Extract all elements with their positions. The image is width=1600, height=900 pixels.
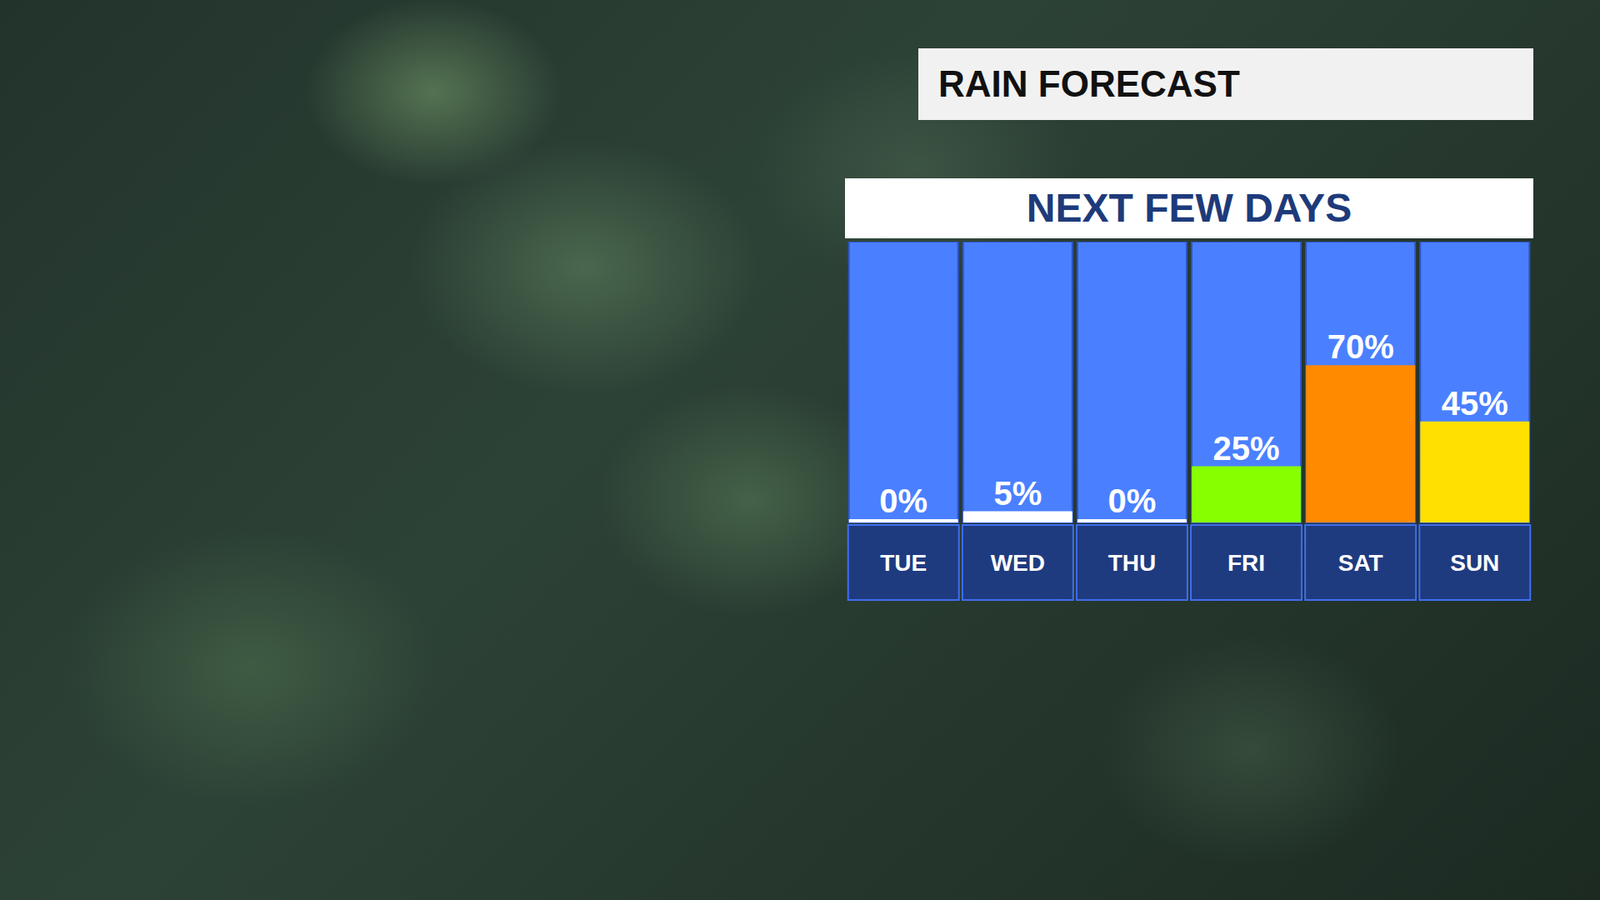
html-text:RAIN FORECAST: RAIN FORECAST xyxy=(938,63,1240,105)
svg-text:SUN: SUN xyxy=(1450,550,1500,576)
svg-text:FRI: FRI xyxy=(1227,550,1265,576)
svg-text:5%: 5% xyxy=(993,475,1042,512)
svg-text:THU: THU xyxy=(1108,550,1157,576)
svg-text:0%: 0% xyxy=(879,482,928,520)
html-text:NEXT FEW DAYS: NEXT FEW DAYS xyxy=(1026,185,1352,230)
svg-text:WED: WED xyxy=(990,550,1045,576)
svg-text:70%: 70% xyxy=(1327,328,1395,365)
svg-text:25%: 25% xyxy=(1213,430,1280,467)
svg-text:SAT: SAT xyxy=(1338,550,1384,576)
svg-text:0%: 0% xyxy=(1108,482,1157,520)
svg-text:45%: 45% xyxy=(1441,385,1509,422)
svg-text:TUE: TUE xyxy=(880,550,927,576)
